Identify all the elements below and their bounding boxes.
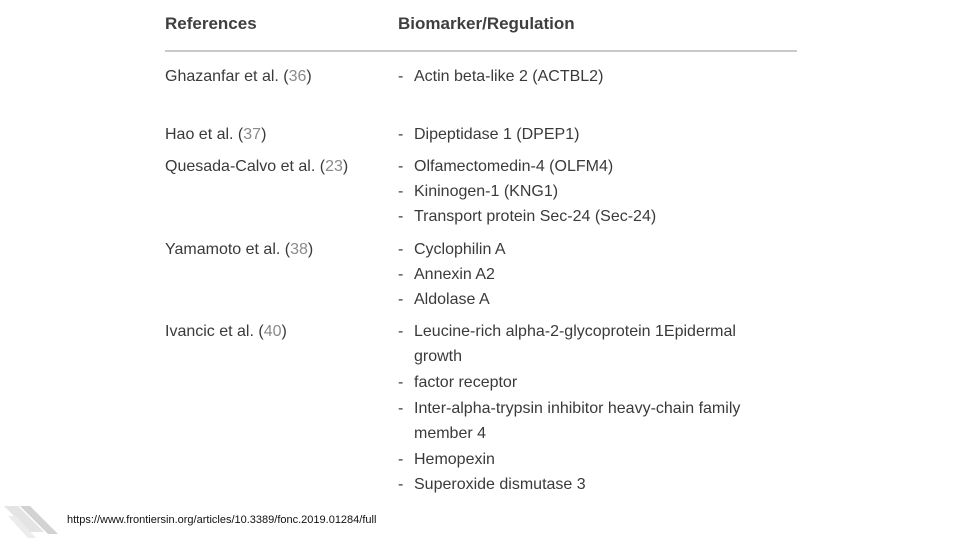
slide-logo-icon [4,500,60,540]
citation-number: 36 [288,68,307,85]
citation-number: 38 [290,241,308,258]
reference-ghazanfar: Ghazanfar et al. (36) [165,68,312,85]
biomarker-table: References Biomarker/Regulation Ghazanfa… [165,0,797,500]
citation-number: 40 [263,323,282,340]
reference-hao: Hao et al. (37) [165,126,267,143]
list-item-continuation: growth [414,348,463,365]
reference-yamamoto: Yamamoto et al. (38) [165,241,314,258]
citation-number: 37 [243,126,262,143]
column-header-references: References [165,14,257,33]
column-header-biomarker: Biomarker/Regulation [398,14,575,33]
list-item-continuation: member 4 [414,425,487,442]
reference-ivancic: Ivancic et al. (40) [165,323,287,340]
reference-quesada-calvo: Quesada-Calvo et al. (23) [165,158,349,175]
citation-number: 23 [325,158,343,175]
header-divider [165,50,797,52]
source-url[interactable]: https://www.frontiersin.org/articles/10.… [67,514,377,526]
